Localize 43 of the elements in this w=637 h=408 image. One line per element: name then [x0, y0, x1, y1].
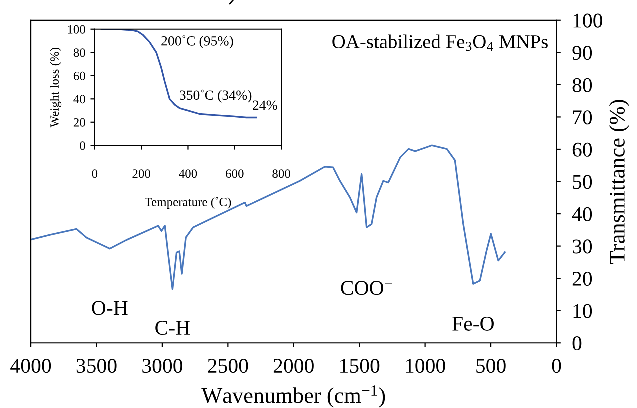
y-tick-label: 20: [74, 118, 86, 127]
y-tick-label: 60: [572, 142, 592, 157]
x-tick-label: 1000: [406, 359, 446, 374]
annotation: 350˚C (34%): [180, 90, 252, 103]
x-tick-label: 2000: [274, 359, 314, 374]
x-tick-label: 4000: [10, 359, 52, 374]
x-tick-label: 3500: [76, 359, 117, 374]
annotation: COO$^{−}$: [341, 281, 392, 296]
x-tick-label: 2500: [208, 359, 248, 374]
x-tick-label: 500: [476, 359, 506, 374]
y-axis-title: Transmittance (%): [609, 100, 630, 264]
x-tick-label: 600: [226, 170, 244, 178]
y-tick-label: 90: [572, 46, 592, 60]
y-tick-label: 40: [572, 207, 592, 222]
annotation: O-H: [92, 301, 128, 316]
y-tick-label: 20: [572, 272, 592, 286]
y-tick-label: 100: [68, 25, 86, 34]
x-tick-label: 200: [132, 170, 150, 178]
y-tick-label: 70: [573, 110, 592, 125]
x-tick-label: 3000: [142, 359, 182, 374]
annotation: OA-stabilized Fe$_{3}$O$_{4}$ MNPs: [332, 34, 548, 52]
annotation: C-H: [156, 321, 190, 336]
y-tick-label: 100: [574, 14, 602, 28]
x-tick-label: 1500: [340, 359, 380, 374]
x-axis-title: Temperature (˚C): [145, 197, 232, 209]
y-tick-label: 80: [572, 78, 592, 92]
y-tick-label: 10: [574, 304, 592, 318]
annotation: Fe-O: [452, 316, 494, 331]
y-tick-label: 30: [573, 240, 592, 254]
y-tick-label: 80: [74, 48, 86, 58]
y-tick-label: 40: [74, 95, 86, 104]
annotation: 200˚C (95%): [162, 36, 234, 49]
x-tick-label: 0: [552, 359, 562, 374]
y-tick-label: 50: [573, 175, 592, 190]
x-tick-label: 800: [272, 170, 290, 178]
x-axis-title: Wavenumber (cm$^{−1}$): [202, 386, 386, 408]
y-tick-label: 0: [572, 336, 582, 351]
x-tick-label: 400: [179, 170, 198, 178]
annotation: 24%: [253, 100, 278, 110]
x-tick-label: 0: [92, 170, 98, 178]
y-tick-label: 0: [80, 142, 86, 150]
y-tick-label: 60: [74, 72, 86, 80]
y-axis-title: Weight loss (%): [50, 48, 62, 128]
